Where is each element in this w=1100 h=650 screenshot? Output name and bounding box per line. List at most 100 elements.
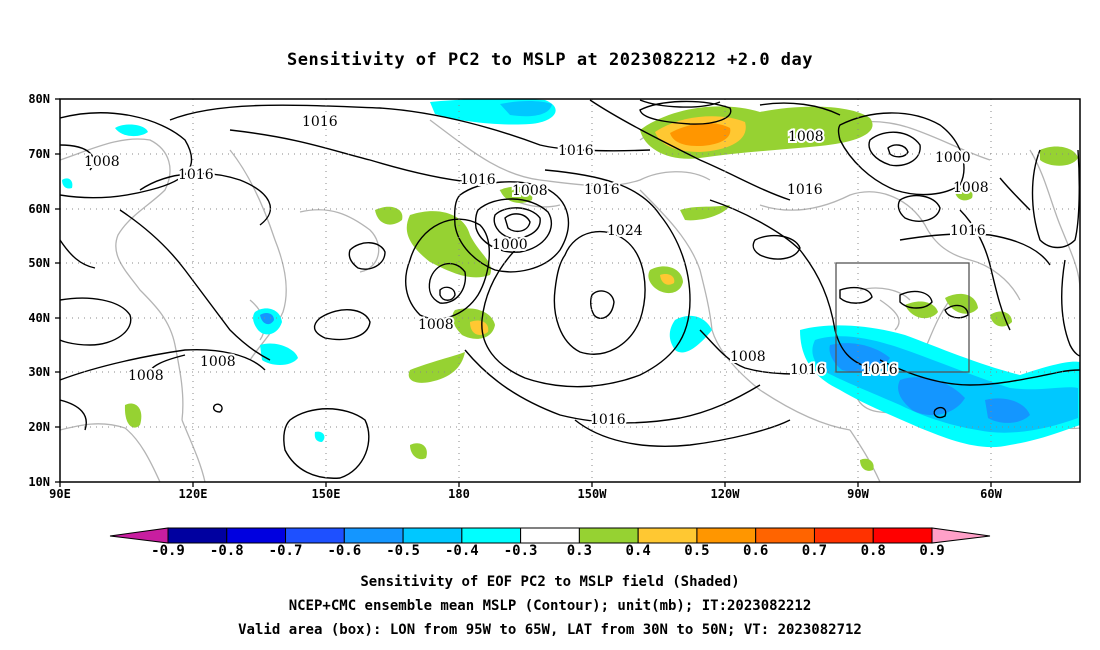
colorbar-label: -0.5 [386,543,420,559]
colorbar-label: 0.8 [860,543,886,559]
contour-label: 1016 [558,143,594,159]
footer-line-3: Valid area (box): LON from 95W to 65W, L… [238,622,862,638]
lat-label: 60N [28,202,50,216]
plot-title: Sensitivity of PC2 to MSLP at 2023082212… [286,50,813,70]
contour-label: 1016 [590,412,626,428]
shade-negative [985,398,1030,423]
shade-positive [124,403,142,428]
contour-label: 1016 [787,182,823,198]
colorbar-swatch [578,527,639,544]
contour-label: 1008 [512,183,548,199]
contour-label: 1008 [788,129,824,145]
footer-line-1: Sensitivity of EOF PC2 to MSLP field (Sh… [360,574,740,590]
colorbar-swatch [813,527,874,544]
lon-label: 120W [710,487,740,501]
colorbar-label: -0.3 [503,543,538,559]
colorbar-label: 0.7 [801,543,828,559]
contour-label: 1016 [584,182,620,198]
contour-label: 1016 [178,167,214,183]
axis-ticks [55,98,992,487]
lon-label: 90E [49,487,71,501]
valid-area-box [835,262,970,373]
shade-negative [115,124,148,137]
colorbar-label: 0.5 [684,543,710,559]
graticule [60,99,1080,482]
colorbar-label: -0.7 [268,543,303,559]
lat-label: 70N [28,147,50,161]
contour-label: 1024 [607,223,643,239]
colorbar-label: 0.3 [566,543,593,559]
plot-frame [59,98,1081,483]
contour-label: 1008 [730,349,766,365]
colorbar-swatch [696,527,757,544]
colorbar-swatch [285,527,345,544]
lat-label: 20N [28,420,50,434]
contour-label: 1008 [418,317,454,333]
shade-positive [945,293,978,314]
lon-label: 90W [847,487,869,501]
colorbar-label: -0.6 [327,543,362,559]
shade-negative [314,431,325,442]
contour-label: 1008 [953,180,989,196]
shade-negative [898,377,965,416]
shade-positive [470,320,489,335]
colorbar-swatch [637,527,698,544]
lat-label: 80N [28,92,50,106]
shade-positive [1040,146,1078,166]
shade-positive [375,206,403,225]
lat-label: 40N [28,311,50,325]
contour-label: 1016 [302,114,338,130]
lon-label: 150W [577,487,607,501]
contour-label: 1000 [492,237,528,253]
footer-line-2: NCEP+CMC ensemble mean MSLP (Contour); u… [288,598,812,614]
lat-label: 30N [28,365,50,379]
contour-label: 1016 [460,172,496,188]
shade-positive [680,205,730,221]
colorbar-label: 0.9 [919,543,945,559]
contour-label: 1008 [84,154,120,170]
mslp-contours [60,99,1080,479]
colorbar-under-triangle [109,527,169,544]
coastlines [60,119,1080,482]
shade-positive [660,273,675,285]
colorbar-swatch [402,527,463,544]
colorbar-swatch [755,527,815,544]
shade-negative [62,178,73,189]
shade-positive [406,211,491,278]
shade-negative [669,315,712,353]
contour-label: 1016 [862,362,898,378]
lat-label: 10N [28,475,50,489]
contour-label: 1008 [200,354,236,370]
shade-positive [408,352,465,383]
colorbar [109,527,991,544]
colorbar-label: -0.8 [209,543,244,559]
colorbar-swatch [343,527,404,544]
colorbar-swatch [226,527,287,544]
contour-label: 1016 [790,362,826,378]
colorbar-swatch [461,527,522,544]
colorbar-label: -0.9 [151,543,185,559]
colorbar-over-triangle [931,527,991,544]
sensitivity-shading [62,99,1080,471]
lon-label: 180 [448,487,470,501]
colorbar-label: 0.6 [743,543,769,559]
colorbar-label: 0.4 [625,543,651,559]
lon-label: 60W [980,487,1002,501]
colorbar-label: -0.4 [444,543,479,559]
colorbar-swatch [872,527,933,544]
contour-label: 1016 [950,223,986,239]
shade-positive [410,443,427,460]
shade-positive [955,187,973,201]
shade-negative [260,343,298,365]
shade-negative [500,101,552,117]
contour-label: 1008 [128,368,164,384]
colorbar-swatch [167,527,228,544]
lat-label: 50N [28,256,50,270]
lon-label: 120E [178,487,208,501]
colorbar-swatch [520,527,580,544]
shade-positive [990,311,1012,327]
shade-positive [860,458,874,471]
shade-negative [260,312,274,325]
contour-label: 1000 [935,150,971,166]
